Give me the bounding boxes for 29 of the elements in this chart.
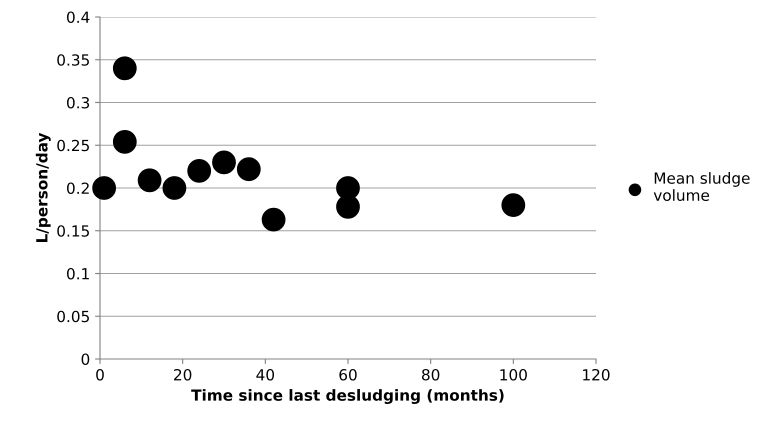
point: [262, 208, 286, 232]
point: [501, 193, 526, 217]
point: [236, 157, 261, 182]
legend-label: Mean sludge volume: [654, 172, 750, 201]
y-tick-label: 0.2: [66, 182, 89, 194]
x-tick-label: 80: [422, 368, 440, 381]
point: [92, 176, 116, 200]
y-tick-label: 0.05: [57, 310, 89, 322]
point: [112, 130, 137, 154]
x-tick-label: 60: [339, 368, 357, 381]
point: [162, 176, 186, 200]
point: [138, 168, 162, 192]
y-tick-label: 0.25: [57, 140, 89, 152]
y-tick-label: 0.15: [57, 225, 89, 237]
y-axis-title: L/person/day: [36, 132, 51, 242]
x-axis-title: Time since last desludging (months): [191, 389, 504, 404]
y-tick-label: 0.35: [57, 54, 89, 66]
x-tick-label: 120: [583, 368, 610, 381]
x-tick-label: 40: [256, 368, 274, 381]
y-tick-label: 0.4: [66, 11, 90, 24]
point: [112, 56, 137, 80]
x-tick-label: 100: [500, 368, 527, 381]
point: [212, 150, 236, 174]
x-tick-label: 0: [96, 368, 104, 381]
y-tick-label: 0.3: [66, 96, 90, 109]
point: [187, 159, 212, 183]
y-tick-label: 0: [82, 353, 90, 366]
x-tick-label: 20: [174, 368, 192, 381]
y-tick-label: 0.1: [66, 268, 89, 280]
